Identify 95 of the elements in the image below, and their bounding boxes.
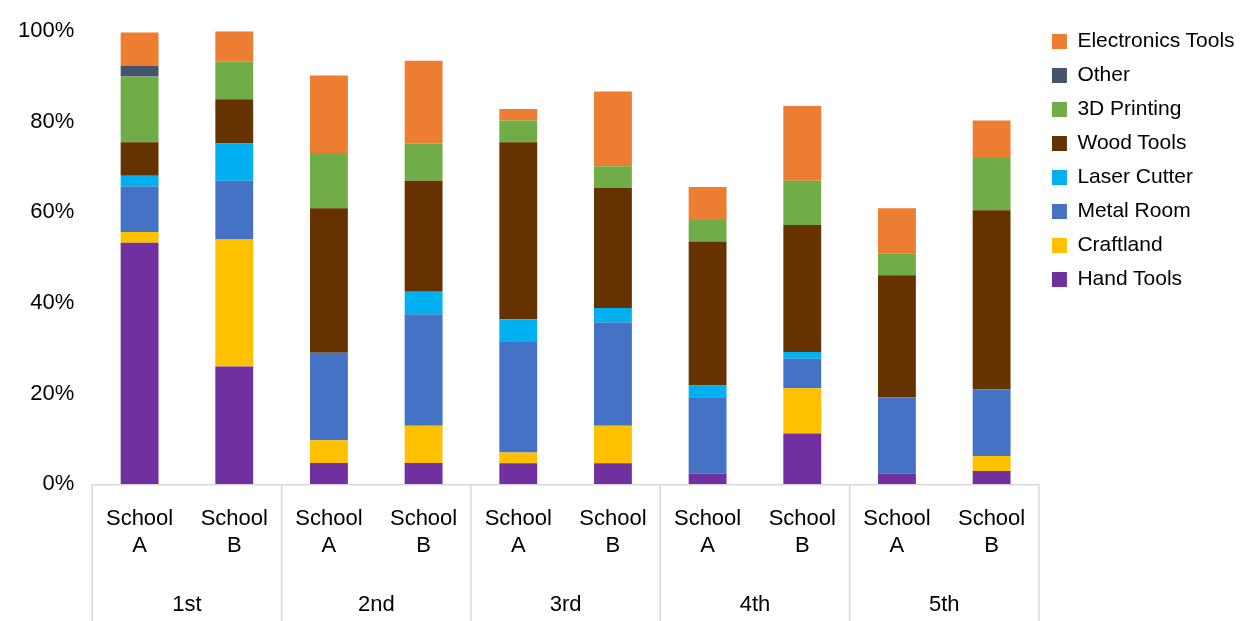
bar [404,180,443,292]
bar [215,239,254,367]
bar [404,143,443,181]
x-tick-label: School B [579,505,647,557]
bar [215,61,254,100]
bar [499,120,538,143]
x-tick-label: School B [200,505,268,557]
bar [404,462,443,485]
bar [499,319,538,342]
text: 5th [928,591,960,617]
bar [878,275,916,398]
bar [310,352,348,441]
bar [688,473,727,485]
bar [688,397,727,474]
legend-label: 3D Printing [1077,96,1182,120]
bar [310,440,348,463]
bar [783,105,822,181]
legend-label: Craftland [1077,232,1163,256]
bar [499,142,538,320]
bar [215,143,254,181]
bar [120,65,159,77]
bar [878,397,916,474]
bar [594,187,632,308]
y-tick-label: 20% [30,379,75,405]
bar [594,307,632,323]
bar [310,208,348,353]
text: 2nd [357,591,395,617]
bar [215,99,254,144]
bar [972,210,1011,390]
bar [783,388,822,434]
y-tick-label: 80% [30,107,75,133]
x-tick-label: School A [484,505,552,557]
bar [120,76,159,143]
bar [972,120,1011,159]
bar [688,385,727,398]
bar [499,341,538,453]
legend-label: Metal Room [1077,198,1191,222]
text: 4th [739,591,771,617]
bar [594,425,632,464]
bar [404,314,443,426]
x-tick-label: School B [957,505,1026,557]
bar [688,220,727,242]
x-tick-label: School A [863,505,931,557]
bar [972,471,1011,485]
bar [120,32,159,66]
legend-label: Hand Tools [1077,266,1183,290]
bar [404,425,443,463]
bar [310,153,348,209]
bar [120,142,159,176]
bar [972,456,1011,472]
bar [878,253,916,276]
bar [120,242,159,485]
bar [878,473,916,485]
bar [499,109,538,121]
bar [594,322,632,426]
bar [783,433,822,485]
bar [783,180,822,226]
bar [499,463,538,485]
bar [878,208,916,254]
bar [120,231,159,243]
bar [594,91,632,167]
bar [783,225,822,352]
legend-label: Laser Cutter [1077,164,1193,188]
y-tick-label: 0% [42,470,75,496]
legend-label: Other [1077,62,1130,86]
x-tick-label: School A [105,505,174,557]
legend-label: Electronics Tools [1077,28,1235,52]
bar [120,175,159,187]
bar [972,389,1011,457]
bar [688,241,727,386]
bar [972,158,1011,211]
legend-label: Wood Tools [1077,130,1187,154]
bar [594,463,632,485]
bar [215,31,254,62]
bar [783,358,822,389]
x-tick-label: School A [673,505,742,557]
bar [688,187,727,221]
bar [594,166,632,188]
y-tick-label: 40% [30,289,75,315]
text: 1st [172,591,202,617]
y-tick-label: 100% [17,17,75,43]
bar [215,366,254,485]
bar [215,180,254,240]
text: 3rd [549,591,582,617]
bar [120,186,159,232]
bar [404,291,443,315]
y-tick-label: 60% [30,198,75,224]
x-tick-label: School B [389,505,458,557]
bar [310,75,348,154]
bar [310,462,348,485]
bar [499,452,538,464]
bar [783,351,822,359]
x-tick-label: School A [295,505,363,557]
bar [404,60,443,144]
x-tick-label: School B [768,505,836,557]
